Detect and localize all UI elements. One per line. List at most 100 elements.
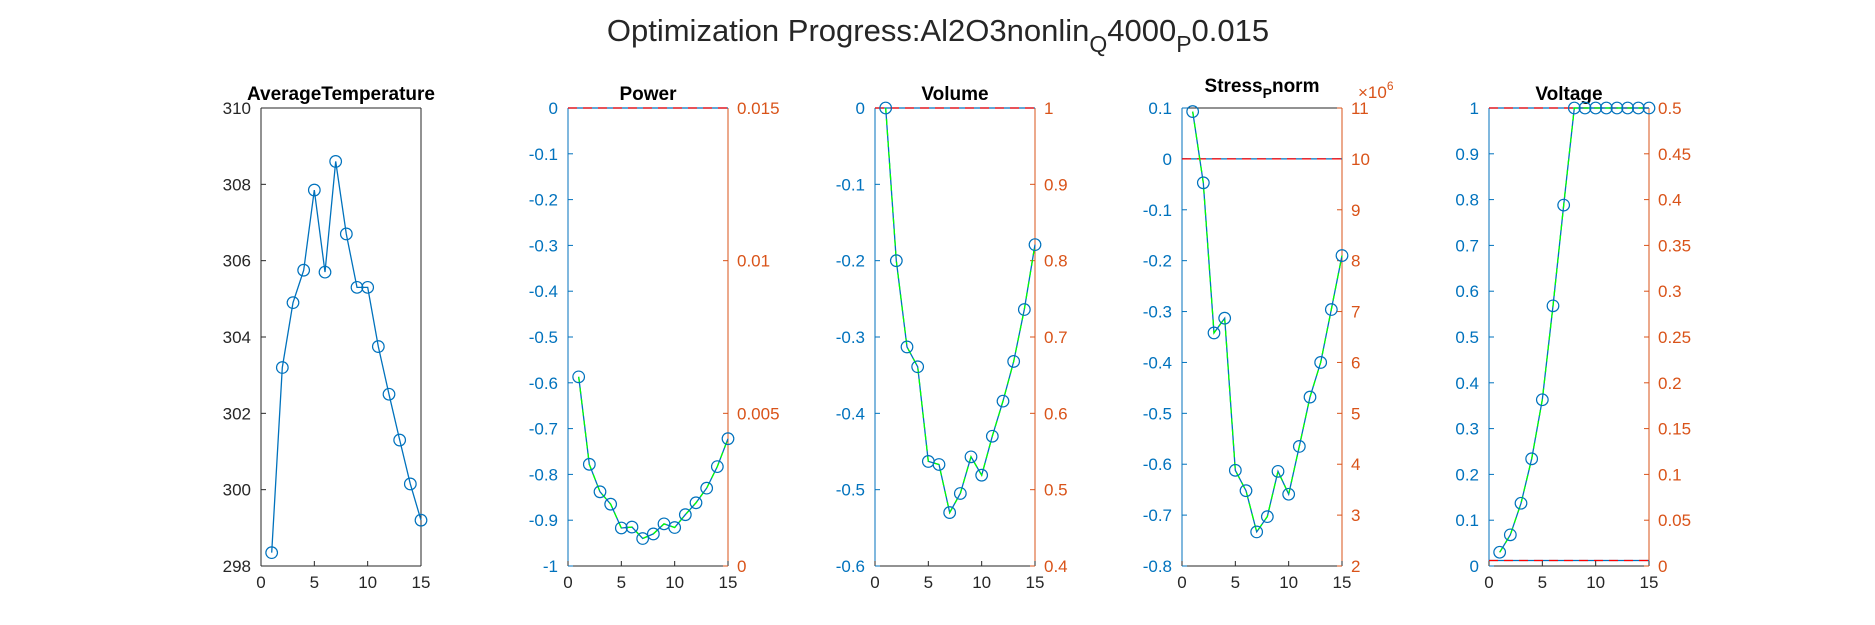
data-point <box>393 433 407 447</box>
data-point <box>636 532 650 545</box>
y-tick-label: -0.5 <box>1143 404 1172 423</box>
right-y-tick-label: 0 <box>737 557 746 576</box>
right-y-tick-label: 0.005 <box>737 404 780 423</box>
y-tick-label: -0.2 <box>529 191 558 210</box>
x-tick-label: 15 <box>412 573 431 592</box>
panel-title-voltage: Voltage <box>1535 84 1602 105</box>
panel-title-stress-norm: StressPnorm <box>1205 76 1320 101</box>
y-tick-label: -0.4 <box>529 282 558 301</box>
data-point <box>1514 496 1528 510</box>
x-tick-label: 15 <box>1640 573 1659 592</box>
data-point <box>614 521 628 535</box>
series-line <box>271 161 422 553</box>
y-tick-label: -1 <box>543 557 558 576</box>
y-tick-label: -0.4 <box>1143 353 1172 372</box>
x-tick-label: 0 <box>256 573 265 592</box>
right-y-tick-label: 11 <box>1351 99 1369 118</box>
panel-voltage: Voltage <box>1535 84 1602 105</box>
right-y-tick-label: 0.35 <box>1658 236 1691 255</box>
x-tick-label: 5 <box>617 573 626 592</box>
plot-area-4: 0 5 10 1500.10.20.30.40.50.60.70.80.9100.05… <box>1455 99 1691 592</box>
data-point <box>1578 101 1592 115</box>
right-y-tick-label: 0.01 <box>737 252 770 271</box>
data-point <box>879 101 893 115</box>
y-tick-label: -0.8 <box>1143 557 1172 576</box>
x-tick-label: 15 <box>1333 573 1352 592</box>
right-y-tick-label: 5 <box>1351 404 1360 423</box>
y-tick-label: -0.1 <box>836 175 865 194</box>
y-tick-label: -0.7 <box>1143 506 1172 525</box>
x-tick-label: 10 <box>665 573 684 592</box>
y-tick-label: -0.3 <box>529 236 558 255</box>
y-tick-label: -0.5 <box>529 328 558 347</box>
right-y-tick-label: 0 <box>1658 557 1667 576</box>
data-point <box>361 280 375 294</box>
x-tick-label: 5 <box>1538 573 1547 592</box>
data-point <box>996 394 1010 408</box>
data-point <box>900 340 914 354</box>
y-tick-label: 310 <box>223 99 251 118</box>
data-point <box>414 513 428 527</box>
data-point <box>297 263 311 277</box>
plot-area-2: 0 5 10 15 -0.6 -0.5 -0.4 -0.3 -0.2 -0.1 0 0.4 0.5 0.6… <box>836 99 1068 592</box>
y-tick-label: -0.6 <box>1143 455 1172 474</box>
y-tick-label: 298 <box>223 557 251 576</box>
x-tick-label: 0 <box>1484 573 1493 592</box>
data-point <box>1271 464 1285 478</box>
y-tick-label: 0.3 <box>1455 420 1479 439</box>
y-tick-label: 0 <box>1470 557 1479 576</box>
y-tick-label: -0.8 <box>529 465 558 484</box>
y-tick-label: -0.1 <box>1143 201 1172 220</box>
data-point <box>329 155 343 168</box>
data-point <box>700 481 714 495</box>
y-tick-label: 1 <box>1470 99 1479 118</box>
panel-stress-norm: StressPnorm ×106 <box>1205 76 1394 102</box>
y-tick-label: 0.1 <box>1455 511 1479 530</box>
series-overlay-line <box>885 107 1036 515</box>
series-overlay-line <box>1499 107 1649 553</box>
y-tick-label: 308 <box>223 175 251 194</box>
data-point <box>1250 525 1264 539</box>
data-point <box>953 487 967 500</box>
y-tick-label: -0.6 <box>836 557 865 576</box>
right-y-tick-label: 0.25 <box>1658 328 1691 347</box>
panel-title-power: Power <box>619 84 677 105</box>
data-point <box>307 183 321 197</box>
y-tick-label: -0.1 <box>529 145 558 164</box>
y-tick-label: -0.5 <box>836 481 865 500</box>
data-point <box>275 361 289 374</box>
panel-title-volume: Volume <box>921 84 988 105</box>
data-point <box>1525 452 1539 466</box>
data-point <box>1621 101 1635 115</box>
data-point <box>1260 510 1274 524</box>
right-y-tick-label: 0.4 <box>1044 557 1068 576</box>
data-point <box>265 546 279 560</box>
series-line <box>885 107 1036 515</box>
right-y-tick-label: 8 <box>1351 252 1360 271</box>
right-y-tick-label: 4 <box>1351 455 1360 474</box>
y-tick-label: 0.4 <box>1455 374 1479 393</box>
x-tick-label: 5 <box>1231 573 1240 592</box>
data-point <box>975 468 989 482</box>
data-point <box>582 457 596 471</box>
data-point <box>889 254 903 268</box>
y-tick-label: 0.6 <box>1455 282 1479 301</box>
right-axis-exponent: ×106 <box>1358 79 1394 102</box>
data-point <box>286 296 300 310</box>
data-point <box>625 520 639 534</box>
y-tick-label: -0.9 <box>529 511 558 530</box>
data-point <box>1324 303 1338 316</box>
panel-power: Power <box>619 84 677 105</box>
panel-average-temperature: AverageTemperature <box>247 84 435 105</box>
y-tick-label: 306 <box>223 252 251 271</box>
data-point <box>339 227 353 241</box>
plot-area-0: 0 5 10 15 298 300 302 304 306 308 310 <box>223 99 431 592</box>
data-point <box>1642 101 1656 115</box>
right-y-tick-label: 3 <box>1351 506 1360 525</box>
right-y-tick-label: 0.05 <box>1658 511 1691 530</box>
y-tick-label: 0 <box>856 99 865 118</box>
data-point <box>1292 440 1306 453</box>
data-point <box>1546 299 1560 313</box>
right-y-tick-label: 0.15 <box>1658 420 1691 439</box>
data-point <box>1535 393 1549 407</box>
